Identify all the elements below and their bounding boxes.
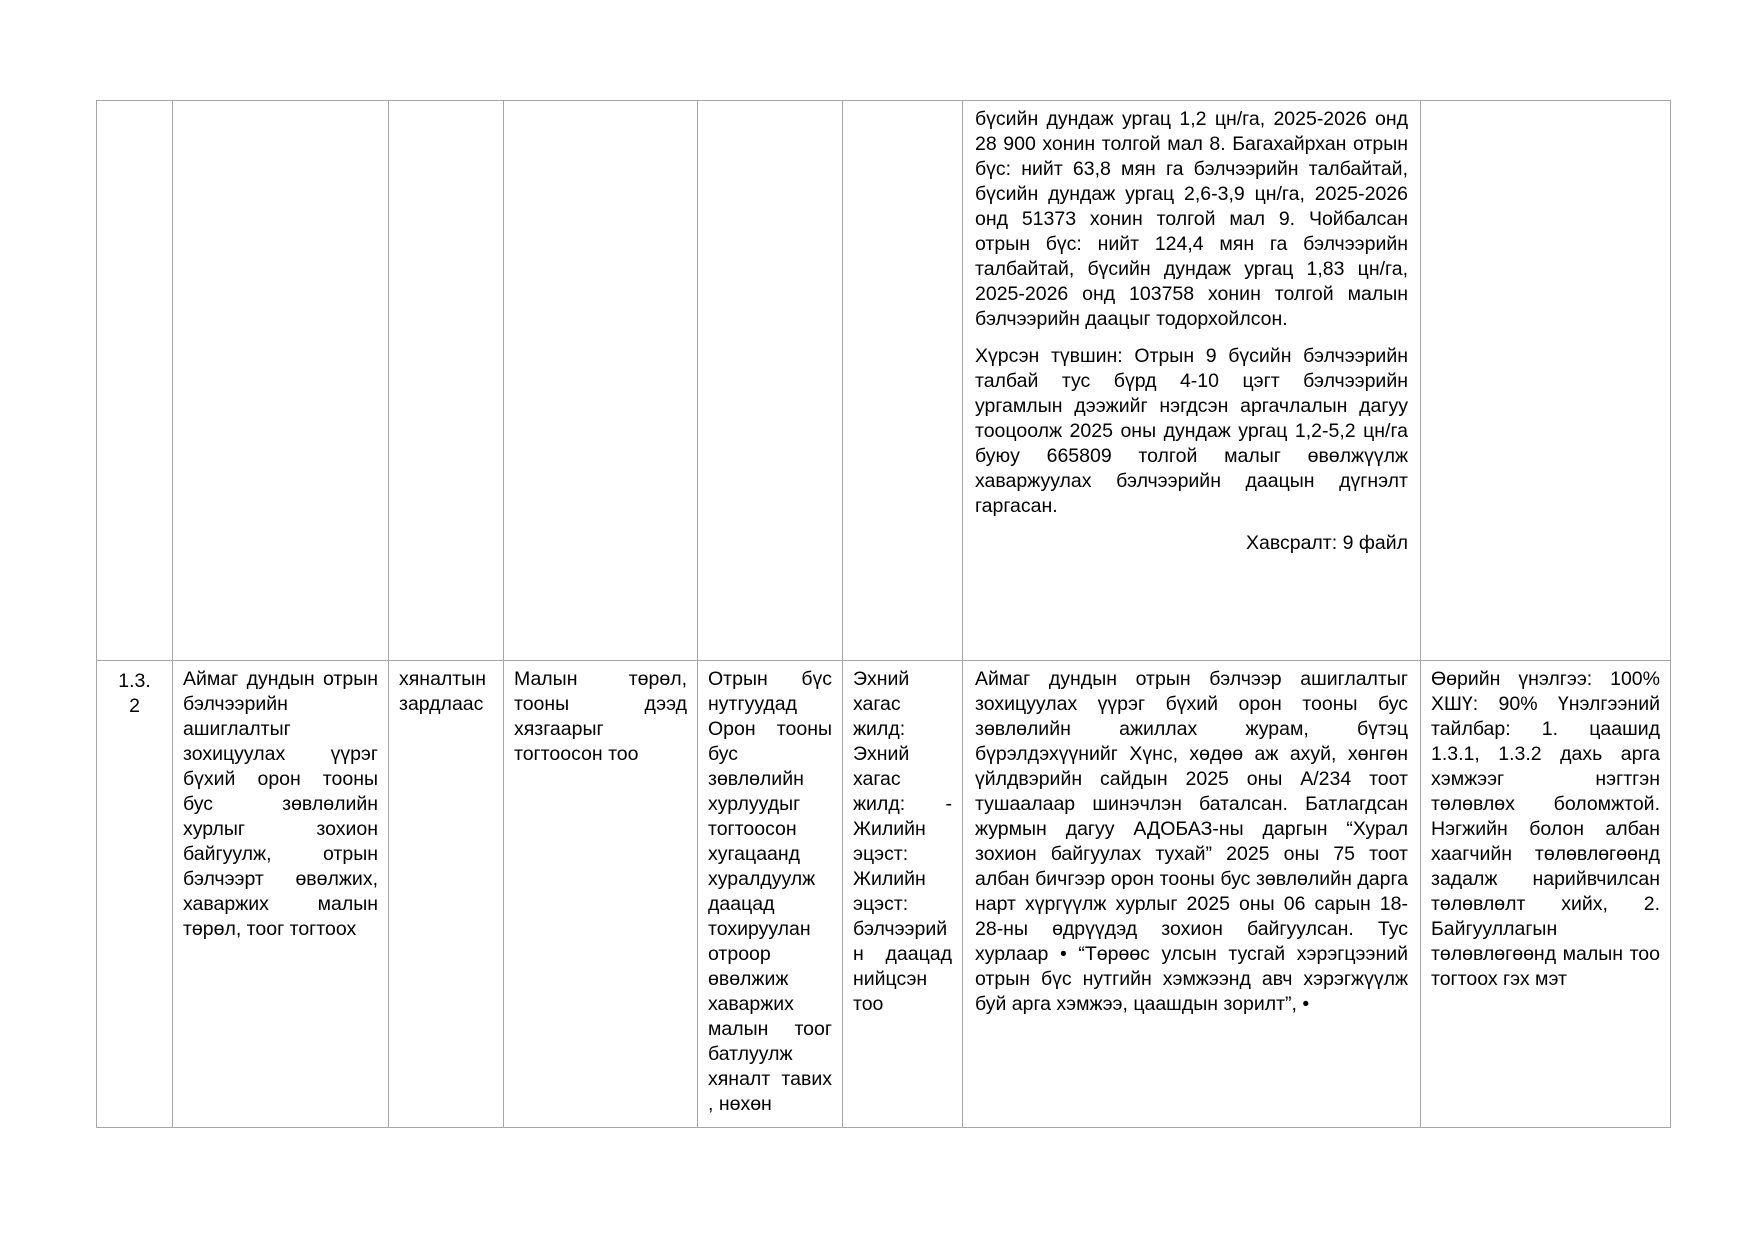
report-table: бүсийн дундаж ургац 1,2 цн/га, 2025-2026… <box>96 100 1671 1128</box>
continuation-empty-criteria-cell <box>504 101 698 661</box>
performance-result-paragraph-2: Хүрсэн түвшин: Отрын 9 бүсийн бэлчээрийн… <box>975 345 1408 517</box>
continuation-empty-activity-cell <box>173 101 389 661</box>
continuation-empty-target-cell <box>698 101 843 661</box>
task-activity-cell: Аймаг дундын отрын бэлчээрийн ашиглалтыг… <box>173 661 389 1128</box>
task-performance-cell: Аймаг дундын отрын бэлчээр ашиглалтыг зо… <box>963 661 1421 1128</box>
continuation-performance-cell: бүсийн дундаж ургац 1,2 цн/га, 2025-2026… <box>963 101 1421 661</box>
task-index-cell: 1.3.2 <box>97 661 173 1128</box>
task-target-cell: Отрын бүс нутгуудад Орон тооны бус зөвлө… <box>698 661 843 1128</box>
task-evaluation-cell: Өөрийн үнэлгээ: 100% ХШҮ: 90% Үнэлгээний… <box>1421 661 1671 1128</box>
continuation-empty-evaluation-cell <box>1421 101 1671 661</box>
attachment-note: Хавсралт: 9 файл <box>1246 532 1408 554</box>
task-funding-cell: хяналтын зардлаас <box>389 661 504 1128</box>
task-schedule-cell: Эхний хагас жилд: Эхний хагас жилд: - Жи… <box>843 661 963 1128</box>
performance-result-paragraph-1: бүсийн дундаж ургац 1,2 цн/га, 2025-2026… <box>975 108 1408 330</box>
continuation-empty-schedule-cell <box>843 101 963 661</box>
task-criteria-cell: Малын төрөл, тооны дээд хязгаарыг тогтоо… <box>504 661 698 1128</box>
continuation-empty-funding-cell <box>389 101 504 661</box>
continuation-empty-index-cell <box>97 101 173 661</box>
